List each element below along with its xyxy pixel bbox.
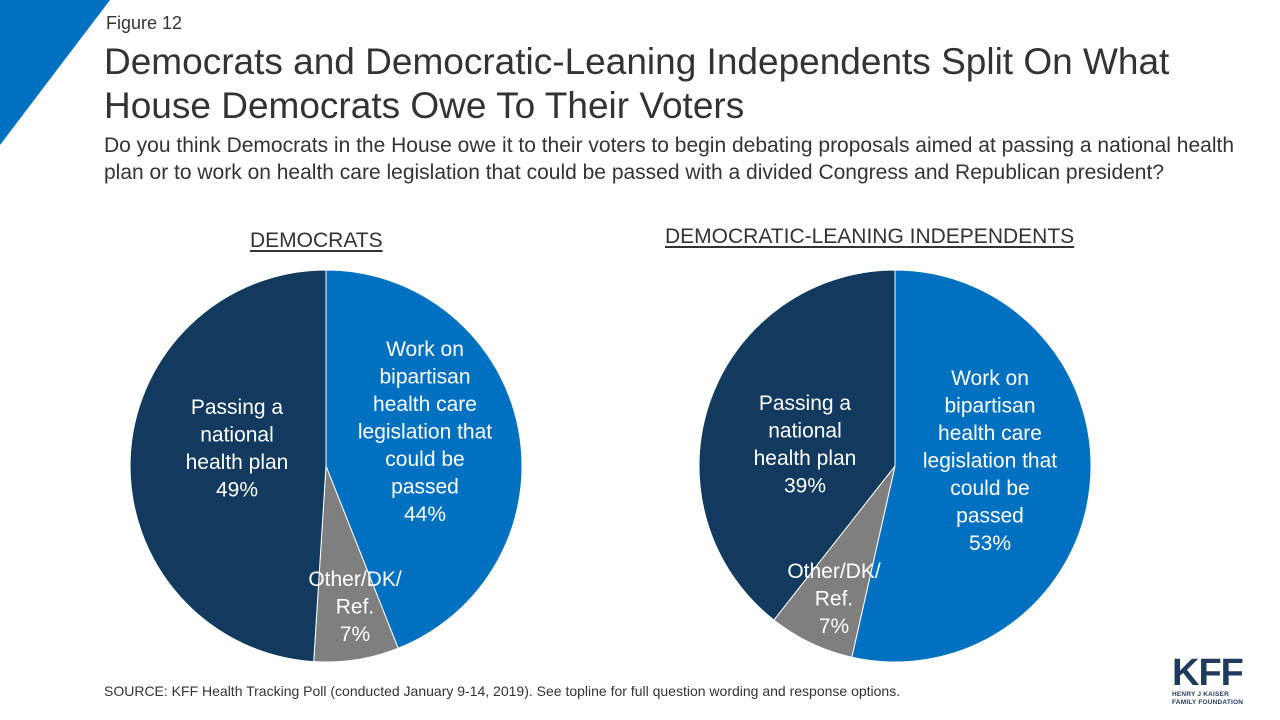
pie-slice-national-plan — [129, 269, 327, 663]
figure-label: Figure 12 — [106, 13, 183, 33]
slice-label-national-plan: Passing a national health plan 49% — [186, 396, 289, 502]
kff-logo-text: HENRY J KAISER FAMILY FOUNDATION — [1172, 691, 1262, 707]
slice-label-bipartisan: Work on bipartisan health care legislation … — [923, 367, 1057, 555]
pie-slice-bipartisan — [851, 269, 1092, 663]
pie-title-independents: DEMOCRATIC-LEANING INDEPENDENTS — [665, 225, 1075, 248]
kff-logo-mark: KFF — [1172, 652, 1244, 694]
kff-logo: KFF HENRY J KAISER FAMILY FOUNDATION — [1172, 652, 1262, 707]
kff-logo-line1: HENRY J KAISER — [1172, 691, 1229, 698]
slice-label-bipartisan: Work on bipartisan health care legislation … — [358, 338, 492, 526]
slice-label-other: Other/DK/Ref. 7% — [308, 568, 402, 646]
pie-slice-bipartisan — [325, 269, 523, 649]
survey-question: Do you think Democrats in the House owe … — [104, 134, 1235, 184]
kff-logo-line2: FAMILY FOUNDATION — [1172, 699, 1244, 706]
pie-slice-national-plan — [698, 269, 896, 621]
page-title: Democrats and Democratic-Leaning Indepen… — [104, 41, 1170, 126]
corner-accent-triangle — [0, 0, 110, 145]
slice-label-national-plan: Passing a national health plan 39% — [754, 392, 857, 498]
pie-title-democrats: DEMOCRATS — [250, 229, 383, 252]
slice-label-other: Other/DK/Ref. 7% — [787, 560, 881, 638]
source-note: SOURCE: KFF Health Tracking Poll (conduc… — [104, 683, 901, 699]
